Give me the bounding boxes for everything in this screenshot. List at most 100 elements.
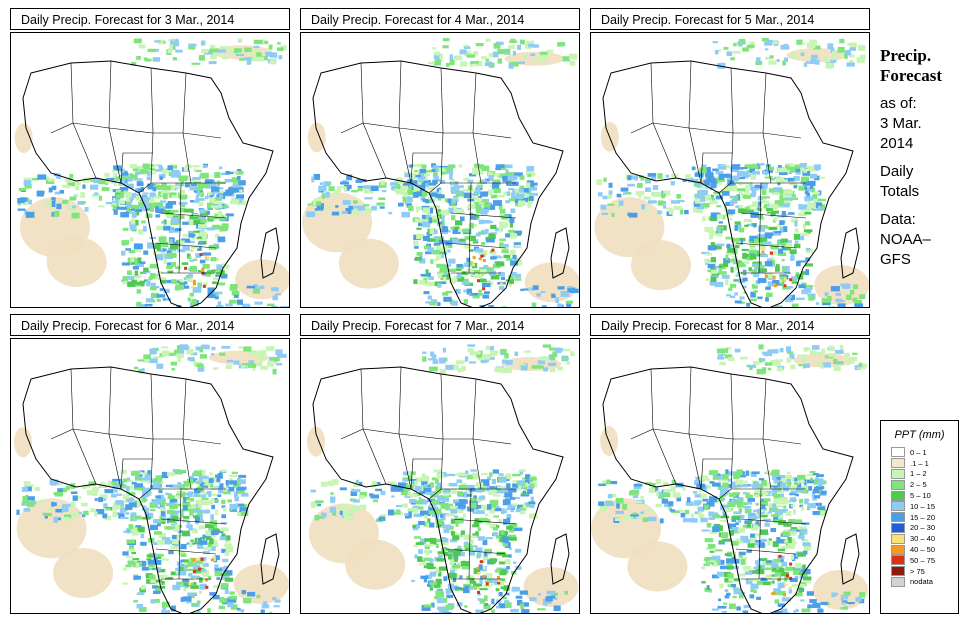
rain-cell xyxy=(704,206,708,210)
rain-cell xyxy=(231,290,240,296)
rain-cell xyxy=(138,44,146,49)
rain-cell xyxy=(827,306,836,307)
rain-cell xyxy=(504,164,513,169)
rain-cell xyxy=(208,492,212,497)
rain-cell xyxy=(726,592,731,596)
country-border xyxy=(340,368,364,440)
rain-cell xyxy=(223,507,227,512)
rain-cell xyxy=(221,514,226,519)
rain-cell xyxy=(751,190,757,195)
rain-cell xyxy=(499,536,504,542)
rain-cell xyxy=(199,347,204,353)
rain-cell xyxy=(261,39,267,45)
rain-cell xyxy=(530,496,534,502)
rain-cell xyxy=(716,473,721,476)
rain-cell xyxy=(480,191,488,197)
rain-cell xyxy=(229,503,239,510)
rain-cell xyxy=(437,272,443,279)
rain-cell xyxy=(795,170,801,175)
rain-cell xyxy=(113,209,118,215)
rain-cell xyxy=(494,367,504,373)
rain-cell xyxy=(123,201,130,205)
rain-cell xyxy=(250,57,258,62)
rain-cell xyxy=(749,235,758,242)
rain-cell xyxy=(409,180,415,186)
rain-cell xyxy=(371,481,377,488)
rain-cell xyxy=(489,250,494,254)
rain-cell xyxy=(493,515,499,518)
rain-cell xyxy=(236,194,245,199)
rain-cell xyxy=(53,210,60,217)
rain-cell xyxy=(713,265,720,269)
heading-line2: Forecast xyxy=(880,66,942,85)
rain-cell xyxy=(23,201,28,206)
rain-cell xyxy=(781,608,788,613)
rain-cell xyxy=(335,205,339,208)
rain-cell xyxy=(345,207,352,214)
rain-cell xyxy=(198,56,205,59)
rain-cell xyxy=(464,243,472,249)
rain-cell xyxy=(756,368,766,375)
rain-cell xyxy=(197,365,205,372)
rain-cell xyxy=(466,474,474,480)
rain-cell xyxy=(519,185,525,190)
rain-cell xyxy=(314,514,320,521)
rain-cell xyxy=(733,501,742,505)
rain-cell xyxy=(749,536,757,543)
rain-cell xyxy=(240,363,247,368)
rain-cell xyxy=(743,502,748,506)
rain-cell xyxy=(492,251,497,255)
rain-cell xyxy=(778,590,786,596)
rain-cell xyxy=(121,262,131,266)
rain-cell xyxy=(817,608,824,613)
rain-cell xyxy=(111,169,116,173)
rain-cell xyxy=(164,526,173,530)
rain-cell xyxy=(124,183,134,187)
rain-cell xyxy=(161,610,171,613)
rain-cell xyxy=(414,170,419,173)
rain-cell xyxy=(223,570,233,576)
heavy-rain-cell xyxy=(188,582,192,586)
rain-cell xyxy=(520,288,524,292)
rain-cell xyxy=(445,62,450,67)
rain-cell xyxy=(648,488,656,494)
rain-cell xyxy=(793,233,800,240)
rain-cell xyxy=(663,482,669,486)
rain-cell xyxy=(125,555,134,558)
rain-cell xyxy=(439,179,446,184)
rain-cell xyxy=(149,263,158,269)
rain-cell xyxy=(437,606,446,611)
rain-cell xyxy=(732,492,740,495)
rain-cell xyxy=(430,351,435,357)
rain-cell xyxy=(724,595,730,599)
rain-cell xyxy=(464,262,471,268)
rain-cell xyxy=(274,599,281,603)
legend-swatch xyxy=(891,576,905,587)
rain-cell xyxy=(192,258,198,261)
rain-cell xyxy=(210,49,219,56)
rain-cell xyxy=(716,233,723,237)
rain-cell xyxy=(144,59,151,62)
rain-cell xyxy=(776,224,783,228)
rain-cell xyxy=(440,253,444,259)
country-border xyxy=(410,458,443,490)
rain-cell xyxy=(514,278,522,281)
rain-cell xyxy=(147,183,156,190)
rain-cell xyxy=(483,584,492,588)
rain-cell xyxy=(216,305,224,307)
rain-cell xyxy=(147,171,151,177)
heavy-rain-cell xyxy=(184,266,188,270)
rain-cell xyxy=(422,207,430,214)
rain-cell xyxy=(512,561,517,564)
rain-cell xyxy=(192,515,200,519)
rain-cell xyxy=(83,510,89,516)
rain-cell xyxy=(62,184,71,189)
rain-cell xyxy=(425,484,431,487)
legend-swatch xyxy=(891,555,905,566)
rain-cell xyxy=(771,514,778,517)
rain-cell xyxy=(464,547,472,550)
rain-cell xyxy=(720,565,727,570)
rain-cell xyxy=(777,548,786,552)
rain-cell xyxy=(499,238,507,242)
rain-cell xyxy=(453,556,458,562)
